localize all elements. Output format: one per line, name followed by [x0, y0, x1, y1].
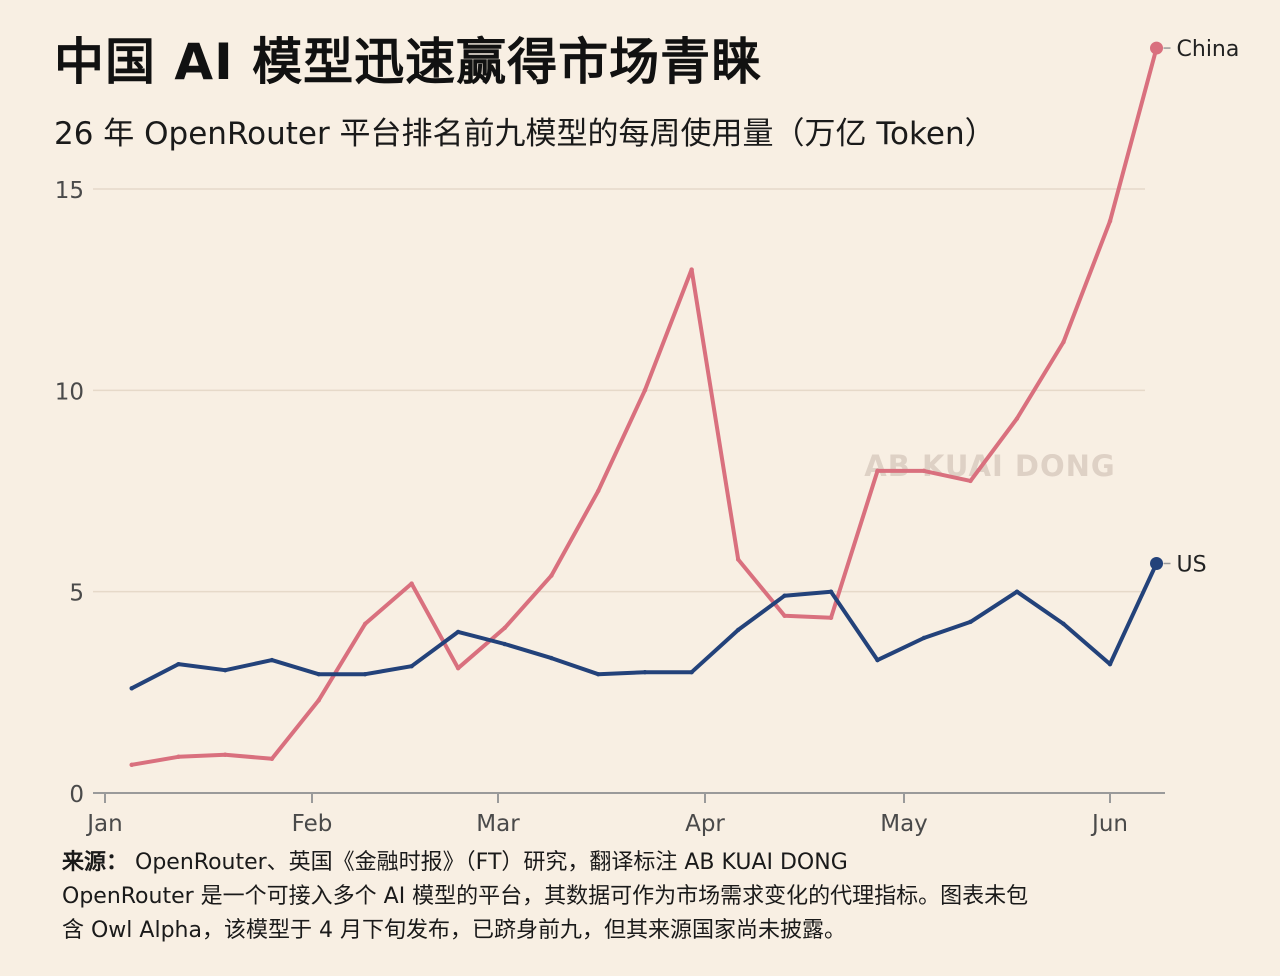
- series-line-china: [129, 46, 1159, 767]
- chart-subtitle: 26 年 OpenRouter 平台排名前九模型的每周使用量（万亿 Token）: [54, 116, 996, 152]
- data-point-us: [1014, 589, 1020, 594]
- data-point-us: [595, 672, 601, 677]
- data-point-us: [455, 629, 461, 635]
- data-point-us: [968, 619, 973, 625]
- note-line-2: 含 Owl Alpha，该模型于 4 月下旬发布，已跻身前九，但其来源国家尚未披…: [62, 918, 846, 943]
- data-point-china: [176, 754, 181, 759]
- note-line-1: OpenRouter 是一个可接入多个 AI 模型的平台，其数据可作为市场需求变…: [62, 884, 1029, 909]
- data-point-us: [782, 593, 787, 598]
- data-point-china: [689, 267, 694, 272]
- footer-notes: 来源： OpenRouter、英国《金融时报》（FT）研究，翻译标注 AB KU…: [62, 846, 1192, 948]
- data-point-china: [316, 698, 321, 703]
- data-point-china: [502, 625, 507, 631]
- chart-title: 中国 AI 模型迅速赢得市场青睐: [54, 33, 763, 91]
- data-point-china: [549, 573, 554, 578]
- series-label-china: China: [1177, 37, 1240, 62]
- data-point-us: [642, 670, 648, 675]
- data-point-china: [968, 478, 973, 484]
- source-label: 来源：: [62, 850, 129, 875]
- source-line: 来源： OpenRouter、英国《金融时报》（FT）研究，翻译标注 AB KU…: [62, 846, 1192, 880]
- data-point-us: [921, 635, 927, 641]
- data-point-us: [269, 657, 275, 663]
- x-tick-label: Mar: [476, 811, 520, 837]
- data-point-china: [921, 468, 927, 474]
- data-point-us: [502, 641, 507, 647]
- data-point-china: [409, 581, 414, 586]
- data-point-us: [316, 672, 321, 677]
- data-point-china: [269, 756, 275, 761]
- data-point-us: [222, 667, 228, 673]
- x-tick-label: Apr: [685, 811, 725, 837]
- data-point-china: [129, 762, 134, 768]
- data-point-us: [828, 589, 834, 594]
- data-point-us: [129, 686, 134, 691]
- data-point-china: [875, 468, 880, 474]
- data-point-china: [735, 557, 741, 562]
- series-label-us: US: [1177, 552, 1207, 577]
- y-tick-label: 10: [55, 379, 84, 405]
- data-point-china: [362, 621, 368, 627]
- x-tick-label: May: [880, 811, 928, 837]
- source-text: OpenRouter、英国《金融时报》（FT）研究，翻译标注 AB KUAI D…: [135, 850, 848, 875]
- series-line-us: [129, 561, 1159, 691]
- data-point-us: [409, 663, 414, 669]
- data-point-us: [689, 670, 694, 675]
- data-point-china: [595, 488, 601, 494]
- data-point-china: [1014, 416, 1020, 421]
- data-point-china: [222, 752, 228, 757]
- data-point-us: [176, 661, 181, 667]
- data-point-us: [875, 657, 880, 663]
- data-point-china: [455, 665, 461, 671]
- data-point-us: [1107, 661, 1113, 667]
- data-point-china: [1061, 339, 1066, 345]
- x-tick-label: Jun: [1090, 811, 1128, 837]
- end-marker-us: [1150, 556, 1164, 570]
- data-point-us: [549, 655, 554, 661]
- data-point-china: [642, 388, 648, 393]
- y-tick-label: 15: [55, 178, 84, 204]
- grid-lines: 0 5 10 15: [55, 178, 1145, 808]
- series-lines: China US: [129, 37, 1240, 768]
- data-point-us: [735, 627, 741, 633]
- end-marker-china: [1150, 41, 1164, 55]
- data-point-us: [1061, 621, 1066, 627]
- y-tick-label: 5: [69, 581, 84, 607]
- data-point-us: [362, 672, 368, 677]
- x-tick-label: Jan: [85, 811, 122, 837]
- x-tick-label: Feb: [292, 811, 333, 837]
- data-point-china: [1107, 219, 1113, 224]
- x-axis: Jan Feb Mar Apr May Jun: [85, 792, 1165, 837]
- data-point-china: [828, 615, 834, 621]
- y-tick-label: 0: [69, 782, 84, 808]
- data-point-china: [782, 613, 787, 619]
